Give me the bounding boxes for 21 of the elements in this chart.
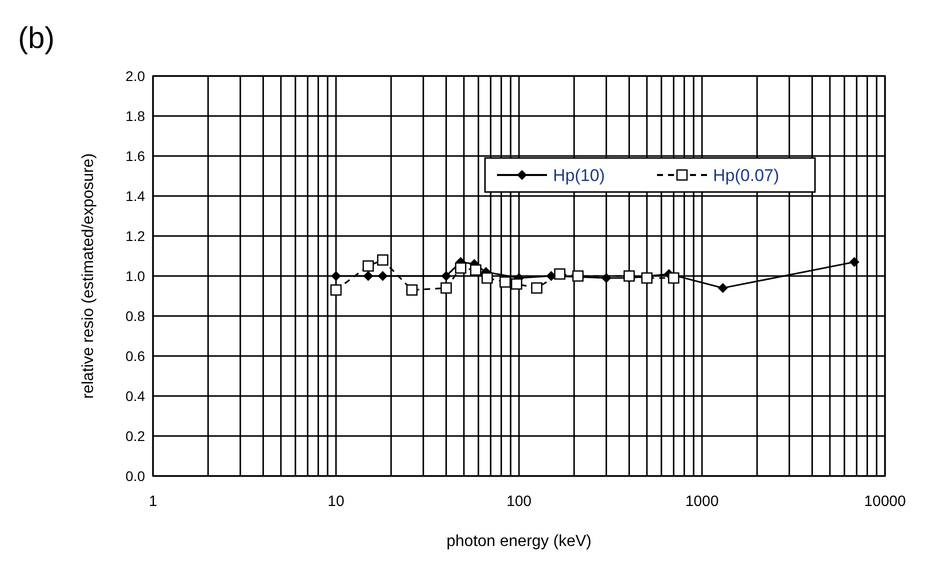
- y-axis-title: relative resio (estimated/exposure): [80, 153, 97, 399]
- y-tick-label: 0.4: [126, 388, 146, 404]
- chart-title: (b): [18, 22, 55, 55]
- x-tick-label: 1000: [685, 493, 719, 510]
- y-tick-label: 1.8: [126, 108, 146, 124]
- x-axis-title: photon energy (keV): [446, 533, 592, 550]
- y-tick-label: 1.6: [126, 148, 146, 164]
- legend-label: Hp(0.07): [713, 166, 780, 185]
- y-tick-label: 1.0: [126, 268, 146, 284]
- y-tick-label: 1.4: [126, 188, 146, 204]
- y-tick-label: 0.0: [126, 468, 146, 484]
- x-tick-label: 100: [506, 493, 532, 510]
- y-tick-label: 0.6: [126, 348, 146, 364]
- y-tick-label: 2.0: [126, 68, 146, 84]
- legend-label: Hp(10): [553, 166, 605, 185]
- y-tick-label: 0.2: [126, 428, 146, 444]
- x-tick-label: 10: [328, 493, 344, 510]
- x-tick-label: 1: [148, 493, 158, 510]
- y-tick-label: 0.8: [126, 308, 146, 324]
- y-tick-label: 1.2: [126, 228, 146, 244]
- x-tick-label: 10000: [864, 493, 906, 510]
